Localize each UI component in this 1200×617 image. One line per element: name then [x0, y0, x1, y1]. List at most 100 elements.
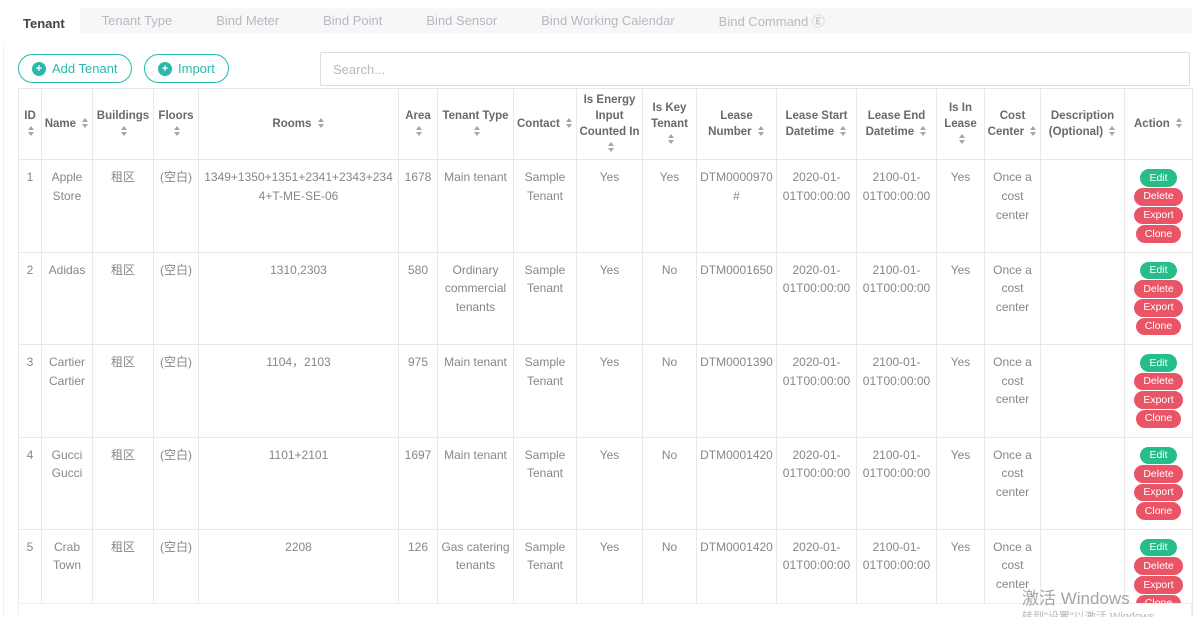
delete-action-button[interactable]: Delete [1134, 187, 1183, 206]
column-header-lease_end_datetime[interactable]: Lease End Datetime [856, 87, 937, 161]
cell-lease_end_datetime: 2100-01-01T00:00:00 [856, 344, 937, 438]
table-row: 2 Adidas 租区 (空白) 1310,2303 580 Ordinary commer… [18, 251, 1193, 346]
delete-action-button[interactable]: Delete [1134, 372, 1183, 391]
cell-area: 1697 [398, 436, 438, 530]
export-action-button[interactable]: Export [1134, 206, 1183, 225]
column-label: Cost Center [987, 110, 1026, 139]
clone-action-button[interactable]: Clone [1135, 225, 1182, 243]
cell-description [1040, 251, 1125, 346]
cell-lease_number: DTM0000970# [696, 159, 777, 253]
panel-left-border [3, 42, 4, 617]
delete-action-button[interactable]: Delete [1134, 280, 1183, 298]
clone-action-button[interactable]: Clone [1135, 317, 1182, 336]
export-action-button[interactable]: Export [1134, 483, 1183, 502]
column-header-lease_number[interactable]: Lease Number [696, 87, 777, 161]
column-header-floors[interactable]: Floors [153, 87, 199, 161]
export-action-button[interactable]: Export [1134, 298, 1183, 317]
column-header-is_key_tenant[interactable]: Is Key Tenant [642, 87, 697, 161]
tab-bind-command[interactable]: Bind Command Ⓔ [718, 14, 825, 29]
tab-tenant[interactable]: Tenant [8, 8, 80, 39]
column-label: Action [1134, 118, 1170, 131]
column-label: Tenant Type [442, 110, 509, 123]
cell-lease_number: DTM0001420 [696, 528, 777, 617]
delete-action-button[interactable]: Delete [1134, 465, 1183, 483]
clone-action-button[interactable]: Clone [1135, 409, 1182, 428]
column-label: Name [44, 118, 77, 131]
sort-icon [473, 126, 481, 137]
tab-bind-point[interactable]: Bind Point [323, 13, 383, 28]
cell-is_key_tenant: No [642, 528, 697, 617]
windows-activation-watermark-subtext: 转到"设置"以激活 Windows。 [1022, 611, 1166, 617]
clone-action-button[interactable]: Clone [1135, 502, 1182, 520]
cell-contact: Sample Tenant [513, 251, 577, 346]
column-header-action[interactable]: Action [1124, 87, 1193, 161]
sort-icon [1109, 126, 1116, 137]
column-header-cost_center[interactable]: Cost Center [984, 87, 1041, 161]
column-header-area[interactable]: Area [398, 87, 438, 161]
cell-lease_start_datetime: 2020-01-01T00:00:00 [776, 344, 857, 438]
import-button[interactable]: + Import [144, 54, 229, 83]
cell-buildings: 租区 [92, 344, 154, 438]
edit-action-button[interactable]: Edit [1140, 169, 1177, 187]
edit-action-button[interactable]: Edit [1140, 538, 1177, 557]
column-header-contact[interactable]: Contact [513, 87, 577, 161]
column-header-lease_start_datetime[interactable]: Lease Start Datetime [776, 87, 857, 161]
cell-buildings: 租区 [92, 251, 154, 346]
column-header-tenant_type[interactable]: Tenant Type [437, 87, 514, 161]
cell-area: 580 [398, 251, 438, 346]
edit-action-button[interactable]: Edit [1140, 446, 1177, 465]
sort-icon [121, 126, 128, 137]
delete-action-button[interactable]: Delete [1134, 557, 1183, 576]
tab-tenant-type[interactable]: Tenant Type [101, 13, 173, 28]
export-action-button[interactable]: Export [1134, 576, 1183, 594]
column-label: Is In Lease [944, 102, 977, 131]
cell-rooms: 1101+2101 [198, 436, 399, 530]
cell-id: 1 [18, 159, 42, 253]
column-label: Lease Start Datetime [785, 110, 848, 139]
column-label: Area [405, 110, 431, 123]
column-header-is_in_lease[interactable]: Is In Lease [936, 87, 985, 161]
column-header-buildings[interactable]: Buildings [92, 87, 154, 161]
cell-description [1040, 528, 1125, 617]
cell-lease_number: DTM0001390 [696, 344, 777, 438]
export-action-button[interactable]: Export [1134, 391, 1183, 409]
sort-icon [566, 118, 573, 129]
cell-rooms: 1104，2103 [198, 344, 399, 438]
cell-id: 4 [18, 436, 42, 530]
column-header-description[interactable]: Description (Optional) [1040, 87, 1125, 161]
add-tenant-button[interactable]: + Add Tenant [18, 54, 132, 83]
column-header-name[interactable]: Name [41, 87, 93, 161]
table-container: ID Name Buildings Floors Rooms Area Tena… [18, 87, 1193, 617]
cell-tenant_type: Main tenant [437, 436, 514, 530]
column-header-id[interactable]: ID [18, 87, 42, 161]
cell-contact: Sample Tenant [513, 344, 577, 438]
cell-floors: (空白) [153, 528, 199, 617]
cell-is_energy_input_counted_in: Yes [576, 251, 643, 346]
cell-cost_center: Once a cost center [984, 344, 1041, 438]
cell-is_energy_input_counted_in: Yes [576, 436, 643, 530]
edit-action-button[interactable]: Edit [1140, 261, 1177, 280]
tab-bind-working-calendar[interactable]: Bind Working Calendar [541, 13, 675, 28]
edit-action-button[interactable]: Edit [1140, 354, 1177, 372]
cell-contact: Sample Tenant [513, 528, 577, 617]
sort-icon [174, 126, 181, 137]
table-row: 4 Gucci Gucci 租区 (空白) 1101+2101 1697 Main tena… [18, 436, 1193, 530]
column-header-is_energy_input_counted_in[interactable]: Is Energy Input Counted In [576, 87, 643, 161]
search-input[interactable] [320, 52, 1190, 86]
cell-buildings: 租区 [92, 528, 154, 617]
cell-id: 5 [18, 528, 42, 617]
windows-activation-watermark: 激活 Windows [1022, 589, 1130, 608]
cell-area: 975 [398, 344, 438, 438]
cell-lease_start_datetime: 2020-01-01T00:00:00 [776, 528, 857, 617]
cell-name: Crab Town [41, 528, 93, 617]
tab-bind-sensor[interactable]: Bind Sensor [426, 13, 498, 28]
tab-list: Tenant Tenant Type Bind Meter Bind Point Bin… [8, 8, 1192, 39]
tab-bar-background [8, 8, 1192, 33]
cell-lease_end_datetime: 2100-01-01T00:00:00 [856, 159, 937, 253]
column-header-rooms[interactable]: Rooms [198, 87, 399, 161]
cell-name: Cartier Cartier [41, 344, 93, 438]
tab-bind-meter[interactable]: Bind Meter [216, 13, 280, 28]
sort-icon [757, 126, 765, 137]
